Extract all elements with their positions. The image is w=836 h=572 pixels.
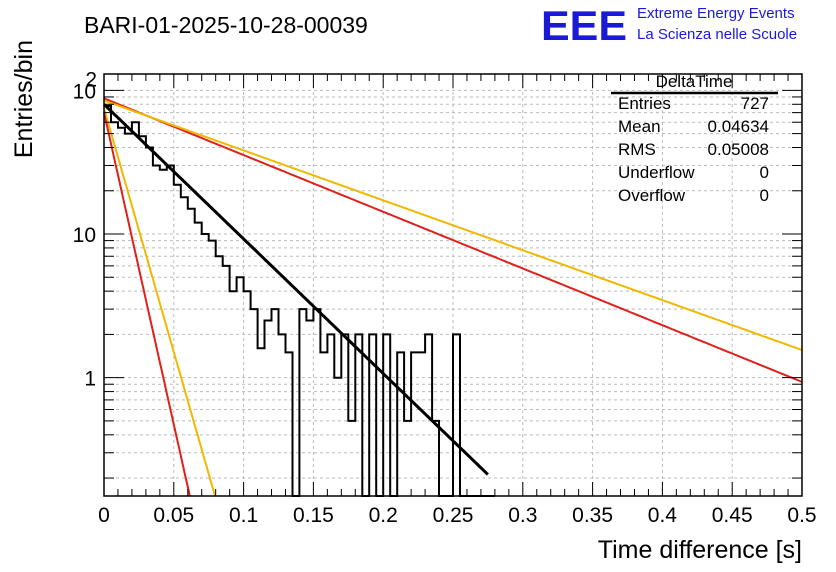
stats-value: 0 bbox=[760, 186, 769, 205]
logo-line-2: La Scienza nelle Scuole bbox=[637, 26, 797, 43]
histogram bbox=[104, 104, 495, 497]
y-tick-label: 10 bbox=[73, 224, 96, 247]
stats-value: 0.05008 bbox=[708, 140, 769, 159]
x-tick-label: 0.15 bbox=[293, 504, 334, 527]
x-tick-label: 0 bbox=[98, 504, 110, 527]
y-tick-label: 1 bbox=[84, 368, 96, 391]
stats-value: 727 bbox=[741, 94, 769, 113]
x-axis: 0 0.05 0.1 0.15 0.2 0.25 0.3 0.35 0.4 0.45 0.5 bbox=[98, 74, 817, 527]
stats-value: 0.04634 bbox=[708, 117, 769, 136]
x-axis-label: Time difference [s] bbox=[598, 536, 802, 564]
x-tick-label: 0.25 bbox=[433, 504, 474, 527]
stats-title: DeltaTime bbox=[656, 72, 733, 91]
fit-line-upper-slow bbox=[103, 97, 803, 383]
x-tick-label: 0.3 bbox=[508, 504, 537, 527]
fit-line-fit bbox=[102, 103, 489, 476]
stats-label: Entries bbox=[618, 94, 671, 113]
histogram-outline bbox=[104, 104, 495, 497]
x-tick-label: 0.35 bbox=[572, 504, 613, 527]
stats-value: 0 bbox=[760, 163, 769, 182]
stats-label: Underflow bbox=[618, 163, 695, 182]
x-tick-label: 0.05 bbox=[153, 504, 194, 527]
x-tick-label: 0.5 bbox=[787, 504, 816, 527]
x-tick-label: 0.4 bbox=[648, 504, 678, 527]
x-tick-label: 0.1 bbox=[229, 504, 258, 527]
y-tick-exponent: 2 bbox=[85, 68, 97, 91]
fit-line-upper-fast bbox=[103, 108, 216, 497]
fit-line-lower-slow bbox=[103, 99, 803, 351]
stats-label: Mean bbox=[618, 117, 661, 136]
x-tick-label: 0.2 bbox=[369, 504, 398, 527]
eee-logo-mark: EEE bbox=[541, 2, 627, 49]
stats-box: DeltaTime Entries 727 Mean 0.04634 RMS 0.0500… bbox=[611, 72, 778, 205]
fit-line-lower-fast bbox=[103, 112, 191, 497]
y-axis-label: Entries/bin bbox=[10, 40, 38, 158]
chart-title: BARI-01-2025-10-28-00039 bbox=[84, 12, 368, 38]
x-tick-label: 0.45 bbox=[712, 504, 753, 527]
stats-label: Overflow bbox=[618, 186, 686, 205]
stats-label: RMS bbox=[618, 140, 656, 159]
logo-line-1: Extreme Energy Events bbox=[637, 5, 795, 22]
y-tick-label: 10 bbox=[73, 80, 96, 103]
